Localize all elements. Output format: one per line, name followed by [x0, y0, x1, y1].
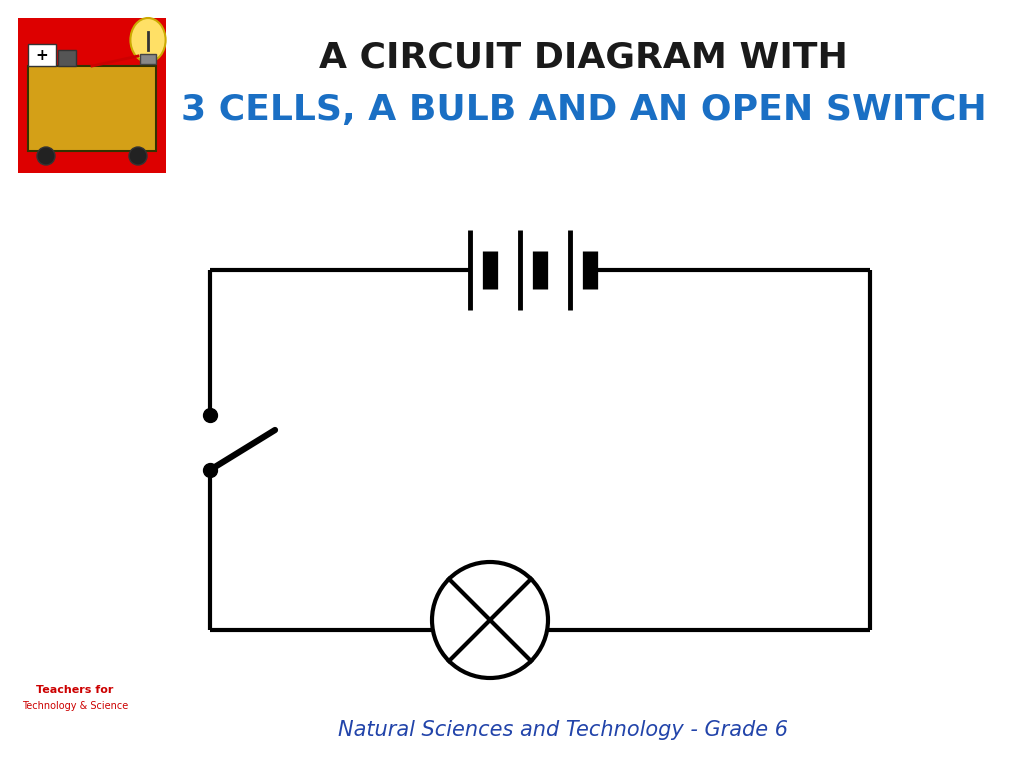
- Text: A CIRCUIT DIAGRAM WITH: A CIRCUIT DIAGRAM WITH: [319, 41, 848, 75]
- Bar: [28, 66, 156, 151]
- Bar: [28, 44, 56, 66]
- Text: Natural Sciences and Technology - Grade 6: Natural Sciences and Technology - Grade …: [338, 720, 788, 740]
- Circle shape: [432, 562, 548, 678]
- Circle shape: [129, 147, 147, 165]
- Bar: [18, 18, 166, 173]
- Text: Technology & Science: Technology & Science: [22, 701, 128, 711]
- Bar: [58, 50, 76, 66]
- Text: +: +: [36, 48, 48, 62]
- Text: 3 CELLS, A BULB AND AN OPEN SWITCH: 3 CELLS, A BULB AND AN OPEN SWITCH: [181, 93, 986, 127]
- Bar: [140, 54, 156, 64]
- Ellipse shape: [130, 18, 166, 62]
- Text: Teachers for: Teachers for: [36, 685, 114, 695]
- Circle shape: [37, 147, 55, 165]
